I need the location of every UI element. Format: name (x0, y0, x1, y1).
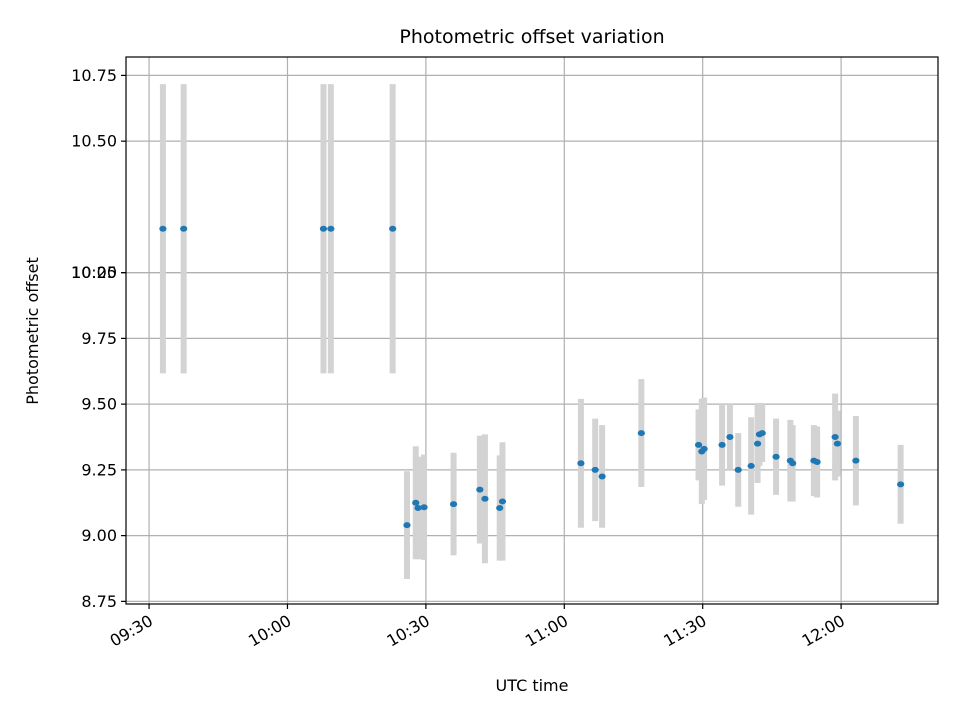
data-point (694, 441, 703, 448)
data-point (403, 522, 411, 529)
data-point (700, 445, 708, 452)
y-tick-label: 10.50 (71, 132, 117, 151)
y-tick-label: 9.50 (81, 395, 117, 414)
data-point (591, 466, 599, 473)
data-point (476, 486, 484, 493)
data-point (327, 225, 335, 232)
data-point (813, 458, 821, 465)
data-point (897, 481, 905, 488)
data-point (420, 504, 428, 511)
data-point (734, 466, 742, 473)
data-point (833, 440, 842, 447)
data-point (498, 498, 507, 505)
data-point (637, 430, 645, 437)
y-tick-label: 9.00 (81, 526, 117, 545)
data-point (496, 505, 504, 512)
y-tick-label: 10.00 (71, 263, 117, 282)
data-point (772, 453, 780, 460)
x-axis-label: UTC time (496, 676, 569, 695)
data-point (758, 430, 766, 437)
data-point (726, 434, 734, 441)
data-point (159, 225, 167, 232)
y-axis-label: Photometric offset (23, 257, 42, 405)
data-point (180, 225, 188, 232)
plot-frame (125, 56, 939, 605)
data-point (414, 505, 422, 512)
data-point (852, 457, 860, 464)
y-tick-label: 10:25 (71, 263, 117, 282)
data-point (449, 501, 458, 508)
y-tick-label: 10.75 (71, 66, 117, 85)
data-points (159, 225, 905, 529)
data-point (747, 462, 755, 469)
y-tick-label: 9.25 (81, 460, 117, 479)
data-point (577, 460, 585, 467)
data-point (754, 440, 762, 447)
chart-title: Photometric offset variation (399, 26, 664, 48)
data-point (319, 225, 328, 232)
y-tick-label: 8.75 (81, 592, 117, 611)
data-point (412, 499, 420, 506)
data-point (389, 225, 397, 232)
grid-lines (126, 57, 938, 604)
data-point (598, 473, 606, 480)
data-point (718, 441, 726, 448)
data-point (789, 460, 797, 467)
data-point (831, 434, 839, 441)
y-tick-label: 9.75 (81, 329, 117, 348)
data-point (481, 495, 489, 502)
